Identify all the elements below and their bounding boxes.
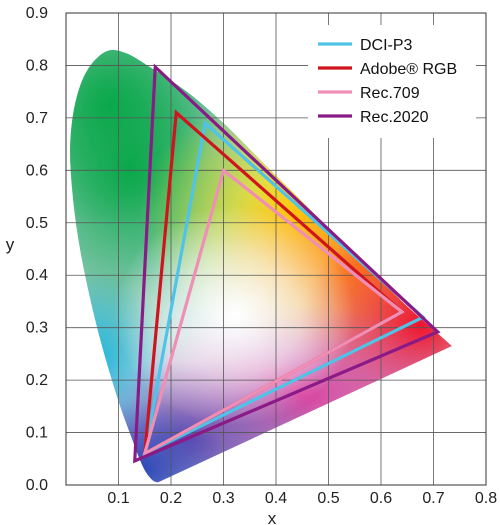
x-tick-label: 0.4 — [265, 490, 287, 507]
y-tick-label: 0.3 — [26, 320, 48, 337]
gamut-series — [133, 63, 441, 464]
x-tick-label: 0.8 — [475, 490, 497, 507]
y-axis-label: y — [6, 235, 15, 254]
x-tick-label: 0.5 — [317, 490, 339, 507]
y-tick-label: 0.9 — [26, 5, 48, 22]
y-tick-label: 0.6 — [26, 162, 48, 179]
y-tick-label: 0.4 — [26, 267, 48, 284]
x-tick-label: 0.7 — [422, 490, 444, 507]
legend: DCI-P3 Adobe® RGB Rec.709 Rec.2020 — [308, 25, 476, 138]
gamut-triangle-dci-p3 — [142, 120, 426, 457]
y-tick-label: 0.2 — [26, 372, 48, 389]
legend-label-dci-p3: DCI-P3 — [360, 37, 413, 54]
x-tick-label: 0.6 — [370, 490, 392, 507]
x-axis-label: x — [268, 509, 277, 525]
x-tick-label: 0.1 — [107, 490, 129, 507]
y-tick-label: 0.5 — [26, 215, 48, 232]
gamut-triangle-rec-709 — [142, 167, 405, 457]
y-tick-label: 0.0 — [26, 477, 48, 494]
plot-frame — [65, 12, 487, 486]
legend-label-rec-709: Rec.709 — [360, 85, 420, 102]
x-tick-label: 0.2 — [160, 490, 182, 507]
x-tick-label: 0.3 — [212, 490, 234, 507]
legend-label-adobe-rgb: Adobe® RGB — [360, 61, 457, 78]
gamut-triangle-rec-2020 — [133, 63, 441, 464]
y-tick-label: 0.7 — [26, 110, 48, 127]
y-tick-label: 0.1 — [26, 425, 48, 442]
y-tick-label: 0.8 — [26, 57, 48, 74]
legend-label-rec-2020: Rec.2020 — [360, 109, 429, 126]
tick-labels: 0.1 0.2 0.3 0.4 0.5 0.6 0.7 0.8 0.0 0.1 0.2 0.3 0.4 0… — [26, 5, 497, 507]
